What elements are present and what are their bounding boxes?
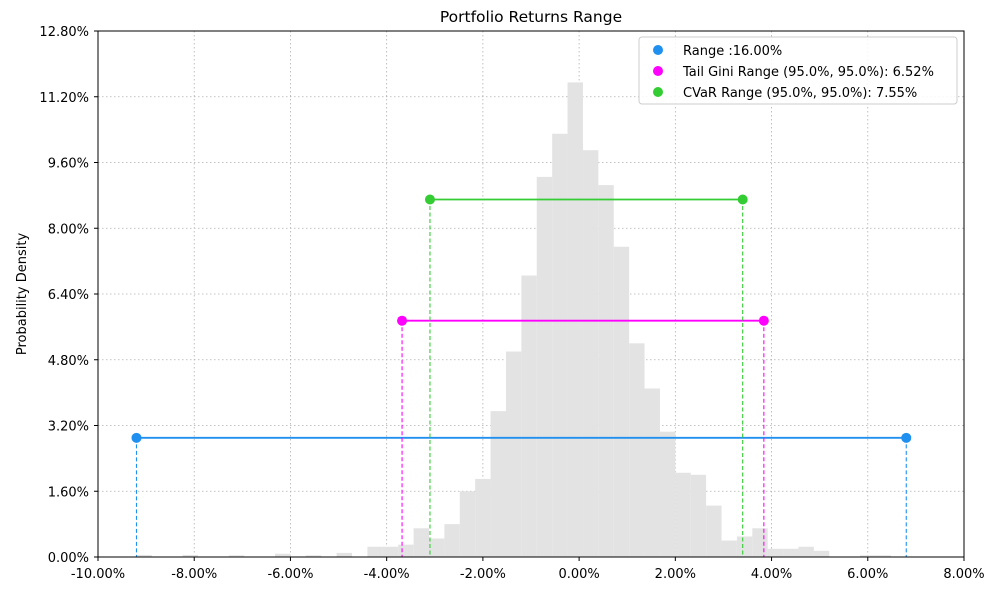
histogram-bar <box>582 150 599 557</box>
legend-entry-label: CVaR Range (95.0%, 95.0%): 7.55% <box>683 86 917 101</box>
y-tick-label: 4.80% <box>48 354 89 369</box>
histogram-layer <box>136 82 891 557</box>
x-tick-label: -6.00% <box>267 567 313 582</box>
x-tick-label: -10.00% <box>71 567 125 582</box>
y-tick-label: 12.80% <box>39 25 89 40</box>
x-tick-label: 4.00% <box>751 567 792 582</box>
y-tick-label: 9.60% <box>48 157 89 172</box>
histogram-bar <box>182 554 199 557</box>
x-tick-label: 2.00% <box>655 567 696 582</box>
histogram-bar <box>521 275 537 557</box>
x-tick-label: -8.00% <box>171 567 217 582</box>
legend-entry-label: Range :16.00% <box>683 44 782 59</box>
histogram-bar <box>629 343 645 557</box>
y-tick-label: 0.00% <box>48 551 89 566</box>
histogram-bar <box>736 536 753 557</box>
x-tick-label: -2.00% <box>460 567 506 582</box>
x-tick-label: -4.00% <box>364 567 410 582</box>
range-2-start-marker <box>424 194 435 205</box>
histogram-bar <box>675 472 691 557</box>
histogram-bar <box>444 524 460 557</box>
histogram-bar <box>475 478 491 557</box>
histogram-bar <box>398 544 414 557</box>
x-tick-label: 6.00% <box>847 567 888 582</box>
histogram-bar <box>813 550 830 557</box>
histogram-bar <box>413 528 430 557</box>
legend-entry-label: Tail Gini Range (95.0%, 95.0%): 6.52% <box>682 65 934 80</box>
histogram-bar <box>490 411 506 557</box>
range-layer <box>131 194 912 557</box>
range-0-start-marker <box>131 432 142 443</box>
histogram-bar <box>659 431 676 557</box>
legend-marker <box>653 45 663 55</box>
histogram-bar <box>305 555 322 557</box>
histogram-bar <box>644 388 660 557</box>
histogram-bar <box>275 553 291 557</box>
histogram-bar <box>706 505 722 557</box>
histogram-bar <box>459 491 476 557</box>
histogram-bar <box>228 555 245 557</box>
histogram-bar <box>767 548 784 557</box>
y-tick-label: 6.40% <box>48 288 89 303</box>
histogram-bar <box>505 351 522 557</box>
range-1-start-marker <box>397 315 408 326</box>
histogram-bar <box>382 546 399 557</box>
histogram-bar <box>429 538 445 557</box>
histogram-bar <box>567 82 583 557</box>
histogram-bar <box>367 546 383 557</box>
range-0-end-marker <box>901 432 912 443</box>
range-2-end-marker <box>737 194 748 205</box>
y-tick-label: 8.00% <box>48 222 89 237</box>
histogram-bar <box>336 552 353 557</box>
legend-box <box>638 36 958 105</box>
legend-marker <box>653 66 663 76</box>
y-tick-label: 3.20% <box>48 420 89 435</box>
histogram-bar <box>613 246 630 557</box>
histogram-bar <box>798 546 814 557</box>
legend: Range :16.00% Tail Gini Range (95.0%, 95.… <box>638 36 958 105</box>
histogram-bar <box>598 185 614 557</box>
histogram-bar <box>536 176 553 557</box>
histogram-bar <box>752 528 768 557</box>
histogram-bar <box>860 555 876 557</box>
y-tick-label: 1.60% <box>48 485 89 500</box>
histogram-bar <box>783 548 799 557</box>
histogram-bar <box>552 133 568 557</box>
histogram-bar <box>721 540 737 557</box>
range-1-end-marker <box>758 315 769 326</box>
x-tick-label: 8.00% <box>943 567 984 582</box>
axis-layer: -10.00% -8.00% -6.00% -4.00% -2.00% 0.00% 2.00… <box>39 25 984 582</box>
y-tick-label: 11.20% <box>39 91 89 106</box>
x-tick-label: 0.00% <box>558 567 599 582</box>
chart-title: Portfolio Returns Range <box>440 8 622 26</box>
histogram-bar <box>136 554 152 557</box>
legend-marker <box>653 87 663 97</box>
histogram-bar <box>690 474 707 557</box>
y-axis-label: Probability Density <box>15 233 30 356</box>
histogram-bar <box>875 555 891 557</box>
